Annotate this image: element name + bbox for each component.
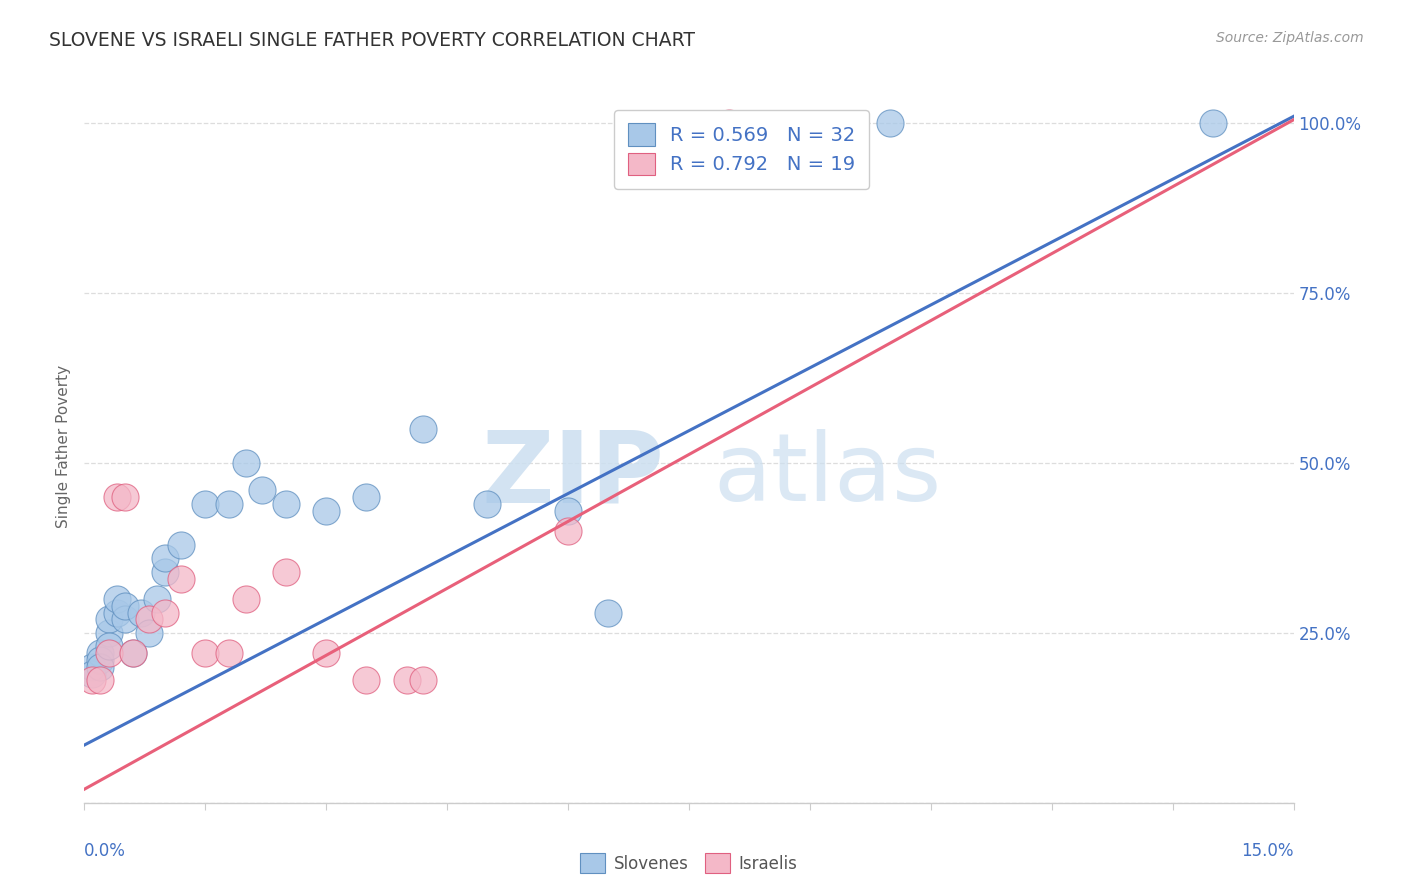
Point <box>557 503 579 517</box>
Point <box>557 524 579 538</box>
Point <box>89 660 111 674</box>
Point <box>82 673 104 688</box>
Y-axis label: Single Father Poverty: Single Father Poverty <box>56 365 72 527</box>
Point <box>114 599 136 613</box>
Point <box>1202 116 1225 130</box>
Point <box>235 456 257 470</box>
Point <box>114 612 136 626</box>
Point <box>250 483 273 498</box>
Point <box>218 497 240 511</box>
Point <box>138 626 160 640</box>
Point <box>129 606 152 620</box>
Text: atlas: atlas <box>713 428 942 521</box>
Point <box>97 612 120 626</box>
Text: 0.0%: 0.0% <box>84 842 127 860</box>
Point <box>97 646 120 660</box>
Text: SLOVENE VS ISRAELI SINGLE FATHER POVERTY CORRELATION CHART: SLOVENE VS ISRAELI SINGLE FATHER POVERTY… <box>49 31 695 50</box>
Point <box>138 612 160 626</box>
Point <box>89 646 111 660</box>
Point <box>356 490 378 504</box>
Point <box>395 673 418 688</box>
Point <box>315 503 337 517</box>
Point <box>82 666 104 681</box>
Point <box>598 606 620 620</box>
Point <box>412 673 434 688</box>
Point <box>274 497 297 511</box>
Point <box>879 116 901 130</box>
Point <box>274 565 297 579</box>
Point <box>89 673 111 688</box>
Point <box>356 673 378 688</box>
Point <box>153 606 176 620</box>
Legend: Slovenes, Israelis: Slovenes, Israelis <box>574 847 804 880</box>
Point <box>97 640 120 654</box>
Point <box>718 116 741 130</box>
Point <box>121 646 143 660</box>
Point <box>97 626 120 640</box>
Point <box>82 660 104 674</box>
Point <box>235 591 257 606</box>
Text: 15.0%: 15.0% <box>1241 842 1294 860</box>
Point <box>170 572 193 586</box>
Point <box>105 606 128 620</box>
Point <box>146 591 169 606</box>
Point <box>105 591 128 606</box>
Point <box>121 646 143 660</box>
Point <box>170 537 193 551</box>
Point <box>412 422 434 436</box>
Point <box>153 565 176 579</box>
Point <box>477 497 499 511</box>
Text: Source: ZipAtlas.com: Source: ZipAtlas.com <box>1216 31 1364 45</box>
Point <box>153 551 176 566</box>
Text: ZIP: ZIP <box>482 426 665 523</box>
Point <box>315 646 337 660</box>
Point <box>218 646 240 660</box>
Point <box>114 490 136 504</box>
Point <box>194 646 217 660</box>
Point <box>105 490 128 504</box>
Point <box>194 497 217 511</box>
Point <box>89 653 111 667</box>
